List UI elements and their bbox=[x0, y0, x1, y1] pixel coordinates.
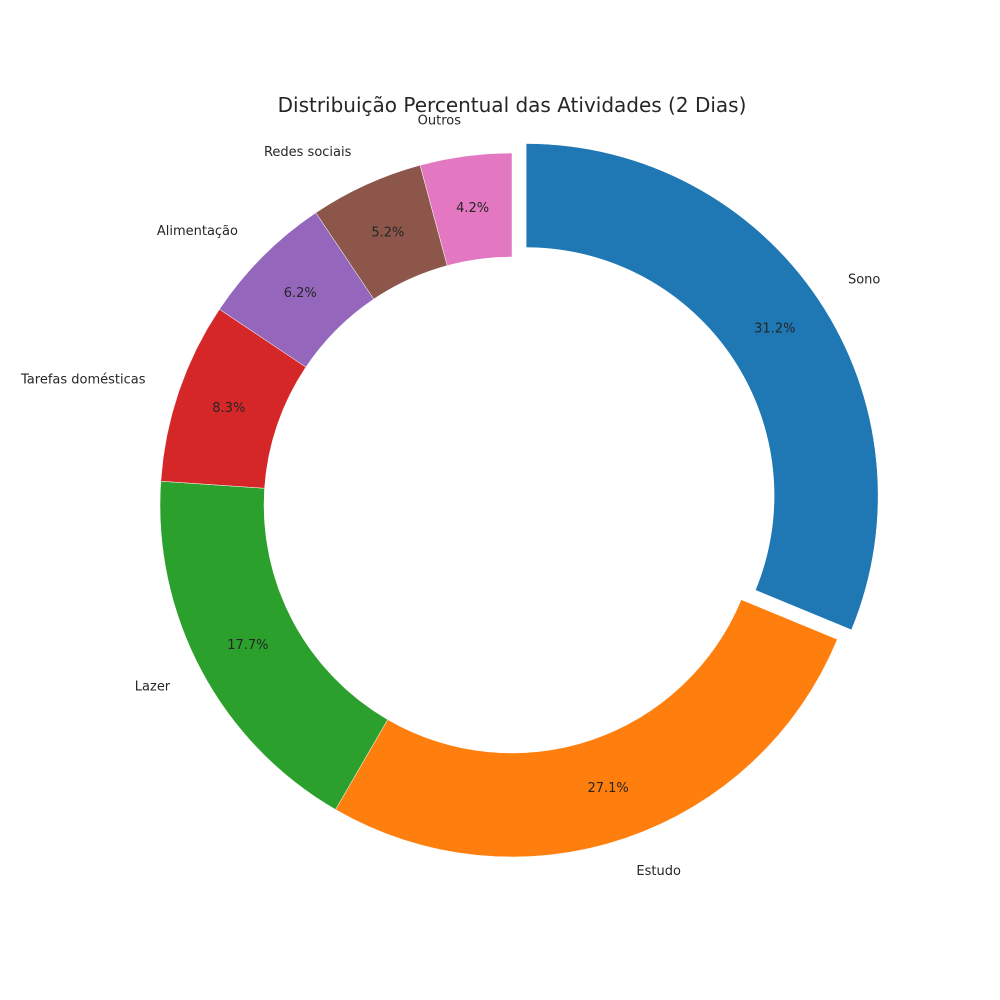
slice-label-outros: Outros bbox=[418, 114, 462, 129]
slice-label-sono: Sono bbox=[848, 273, 880, 288]
slice-outros bbox=[419, 152, 513, 266]
pct-label-redes-sociais: 5.2% bbox=[371, 225, 404, 240]
pct-label-estudo: 27.1% bbox=[587, 781, 628, 796]
slice-label-lazer: Lazer bbox=[135, 679, 171, 694]
pct-label-tarefas-domesticas: 8.3% bbox=[212, 401, 245, 416]
slice-sono bbox=[525, 143, 879, 631]
slices-group bbox=[159, 143, 879, 858]
slice-label-tarefas-domesticas: Tarefas domésticas bbox=[20, 373, 146, 388]
slice-label-estudo: Estudo bbox=[636, 864, 681, 879]
labels-group: Sono 31.2% Estudo 27.1% Lazer 17.7% Tarefas do… bbox=[20, 114, 880, 880]
slice-label-alimentacao: Alimentação bbox=[157, 224, 238, 239]
chart-title: Distribuição Percentual das Atividades (… bbox=[278, 93, 747, 117]
slice-label-redes-sociais: Redes sociais bbox=[264, 145, 352, 160]
pct-label-lazer: 17.7% bbox=[227, 638, 268, 653]
pct-label-outros: 4.2% bbox=[456, 201, 489, 216]
slice-estudo bbox=[335, 599, 838, 858]
slice-lazer bbox=[159, 480, 389, 810]
pct-label-alimentacao: 6.2% bbox=[284, 286, 317, 301]
pct-label-sono: 31.2% bbox=[754, 322, 795, 337]
